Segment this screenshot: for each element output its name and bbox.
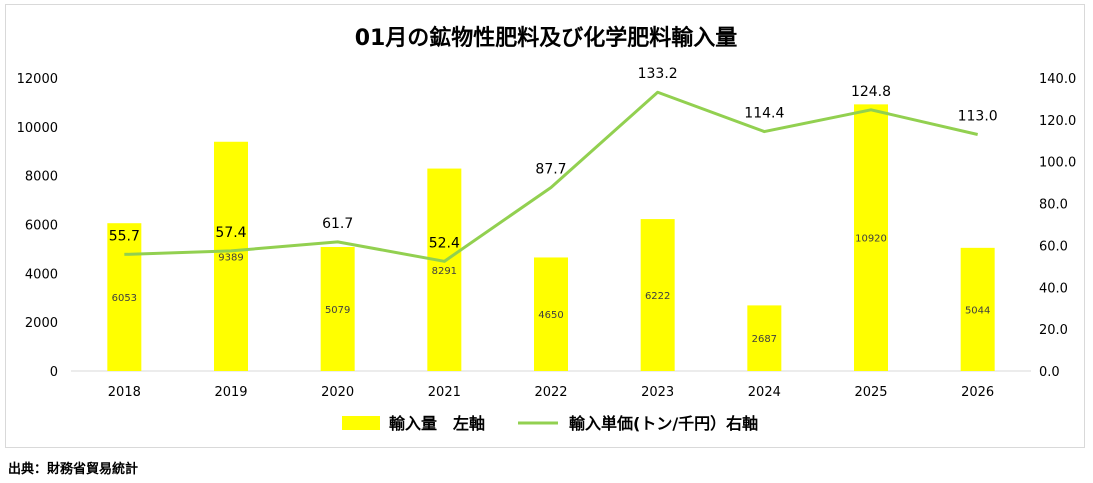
left-tick-label: 2000: [25, 316, 58, 331]
bar: [640, 219, 675, 371]
chart-title: 01月の鉱物性肥料及び化学肥料輸入量: [355, 25, 738, 51]
line-value-label: 57.4: [215, 225, 246, 241]
left-tick-label: 8000: [25, 170, 58, 185]
left-tick-label: 0: [50, 365, 58, 380]
legend: 輸入量 左軸 輸入単価(トン/千円）右軸: [342, 414, 758, 433]
right-tick-label: 60.0: [1039, 239, 1068, 254]
right-tick-label: 80.0: [1039, 198, 1068, 213]
x-tick-label: 2022: [534, 385, 567, 400]
left-tick-label: 10000: [17, 121, 58, 136]
x-tick-label: 2018: [108, 385, 141, 400]
bar-value-label: 5044: [965, 305, 990, 316]
x-tick-label: 2025: [854, 385, 887, 400]
bar-labels: 6053 9389 5079 8291 4650 6222 2687 10920 5044: [112, 234, 991, 346]
legend-bar-label: 輸入量 左軸: [389, 414, 485, 433]
x-tick-label: 2024: [748, 385, 781, 400]
bar: [107, 223, 142, 371]
source-note: 出典：財務省貿易統計: [8, 462, 139, 477]
right-axis-ticks: 0.0 20.0 40.0 60.0 80.0 100.0 120.0 140.0: [1039, 72, 1076, 380]
x-tick-label: 2021: [428, 385, 461, 400]
bar: [747, 305, 782, 371]
line-value-label: 52.4: [429, 235, 460, 251]
x-axis-ticks: 2018 2019 2020 2021 2022 2023 2024 2025 2026: [108, 385, 994, 400]
bar: [427, 168, 462, 371]
bar-value-label: 2687: [752, 334, 777, 345]
bars: [107, 104, 995, 372]
legend-bar-swatch: [342, 416, 380, 430]
left-tick-label: 12000: [17, 72, 58, 87]
right-tick-label: 0.0: [1039, 365, 1060, 380]
bar: [320, 246, 355, 371]
x-tick-label: 2026: [961, 385, 994, 400]
line-value-label: 55.7: [109, 228, 140, 244]
left-tick-label: 6000: [25, 219, 58, 234]
left-axis-ticks: 0 2000 4000 6000 8000 10000 12000: [17, 72, 58, 380]
bar-value-label: 8291: [432, 266, 457, 277]
right-tick-label: 20.0: [1039, 323, 1068, 338]
line-series: [124, 90, 979, 263]
line-value-label: 113.0: [958, 109, 998, 125]
bar: [960, 247, 995, 371]
bar: [854, 104, 888, 372]
legend-line-label: 輸入単価(トン/千円）右軸: [569, 414, 758, 433]
bar: [534, 257, 568, 371]
right-tick-label: 40.0: [1039, 281, 1068, 296]
left-tick-label: 4000: [25, 267, 58, 282]
bar-value-label: 10920: [855, 234, 887, 245]
bar-value-label: 5079: [325, 305, 350, 316]
line-value-label: 133.2: [638, 66, 678, 82]
bar-value-label: 6222: [645, 291, 670, 302]
line-labels: 55.7 57.4 61.7 52.4 87.7 133.2 114.4 124.8 113.0: [109, 66, 998, 251]
x-tick-label: 2020: [321, 385, 354, 400]
line-value-label: 87.7: [535, 161, 566, 177]
x-tick-label: 2023: [641, 385, 674, 400]
line-value-label: 124.8: [851, 84, 891, 100]
line-value-label: 61.7: [322, 216, 353, 232]
bar-value-label: 4650: [538, 310, 563, 321]
line-value-label: 114.4: [744, 106, 784, 122]
bar-value-label: 6053: [112, 293, 137, 304]
chart-svg: 01月の鉱物性肥料及び化学肥料輸入量 0 2000 4000 6000 8000 1000…: [17, 25, 1077, 433]
bar: [214, 141, 248, 371]
line-path: [124, 90, 979, 263]
bar-value-label: 9389: [218, 252, 243, 263]
x-tick-label: 2019: [214, 385, 247, 400]
chart-frame: 01月の鉱物性肥料及び化学肥料輸入量 0 2000 4000 6000 8000 1000…: [5, 4, 1085, 448]
right-tick-label: 140.0: [1039, 72, 1076, 87]
right-tick-label: 100.0: [1039, 156, 1076, 171]
right-tick-label: 120.0: [1039, 114, 1076, 129]
